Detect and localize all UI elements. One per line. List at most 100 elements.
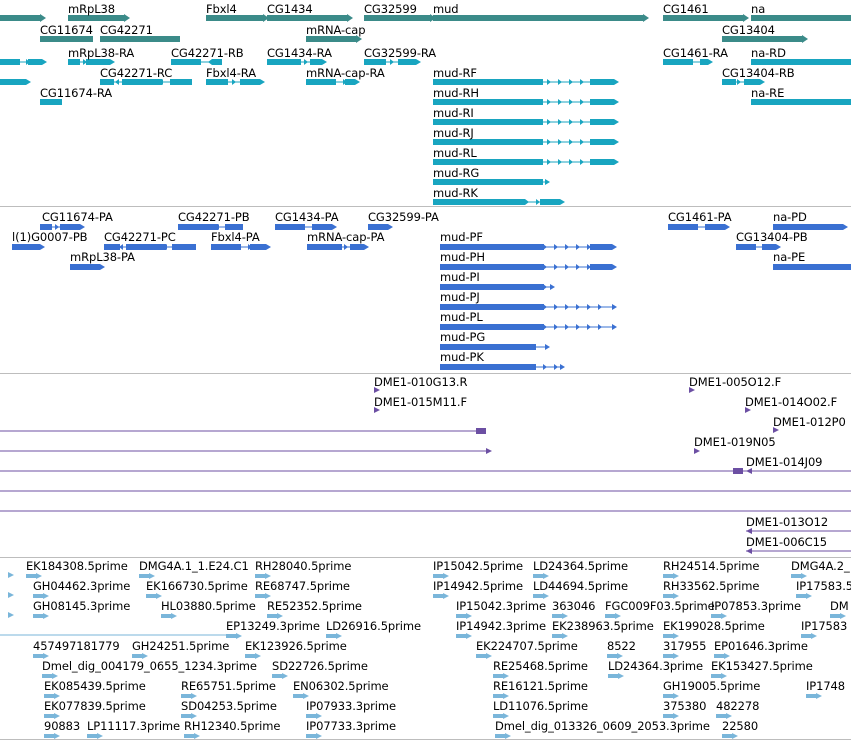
est-label[interactable]: 90883 <box>44 719 81 733</box>
transcript-glyph-mud[interactable] <box>591 119 595 125</box>
transcript-glyph[interactable] <box>206 79 228 85</box>
transcript-glyph[interactable] <box>700 59 704 65</box>
est-label[interactable]: IP17583 <box>801 619 848 633</box>
protein-glyph-mud[interactable] <box>510 264 514 270</box>
gene-glyph[interactable] <box>0 15 40 21</box>
est-glyph[interactable] <box>476 654 486 658</box>
est-glyph[interactable] <box>42 674 52 678</box>
transcript-label-mrpl38-ra[interactable]: mRpL38-RA <box>68 46 135 60</box>
protein-label-mud-pi[interactable]: mud-PI <box>440 270 480 284</box>
transcript-glyph-mud[interactable] <box>545 179 550 185</box>
transcript-glyph[interactable] <box>708 59 713 65</box>
protein-label-mud-pf[interactable]: mud-PF <box>440 230 483 244</box>
protein-glyph-mud[interactable] <box>499 304 503 310</box>
transcript-glyph-mud[interactable] <box>602 139 606 145</box>
transcript-glyph[interactable] <box>115 79 119 85</box>
protein-glyph-mud[interactable] <box>488 364 492 370</box>
transcript-glyph[interactable] <box>755 99 759 105</box>
protein-glyph-mud[interactable] <box>612 304 617 310</box>
transcript-glyph-mud[interactable] <box>547 99 551 105</box>
est-glyph[interactable] <box>495 734 505 738</box>
transcript-glyph-mud[interactable] <box>470 139 474 145</box>
transcript-glyph-mud[interactable] <box>525 99 529 105</box>
est-glyph[interactable] <box>245 654 255 658</box>
transcript-glyph-mud[interactable] <box>525 159 529 165</box>
est-label[interactable]: 482278 <box>716 699 760 713</box>
est-glyph[interactable] <box>722 734 732 738</box>
transcript-glyph[interactable] <box>208 59 212 65</box>
est-label[interactable]: IP07933.3prime <box>306 699 396 713</box>
est-glyph[interactable] <box>8 572 14 578</box>
transcript-glyph[interactable] <box>28 59 42 65</box>
est-glyph[interactable] <box>724 653 730 659</box>
est-label[interactable]: RH24514.5prime <box>663 559 760 573</box>
est-label[interactable]: RE65751.5prime <box>181 679 276 693</box>
gene-label-mud[interactable]: mud <box>433 2 459 16</box>
protein-glyph-mud[interactable] <box>543 304 547 310</box>
protein-glyph-mud[interactable] <box>612 244 617 250</box>
transcript-glyph[interactable] <box>15 59 19 65</box>
est-glyph[interactable] <box>618 673 624 679</box>
transcript-glyph-mud[interactable] <box>448 119 452 125</box>
transcript-glyph-mud[interactable] <box>547 79 551 85</box>
protein-glyph[interactable] <box>740 244 744 250</box>
est-glyph[interactable] <box>236 633 242 639</box>
transcript-glyph[interactable] <box>737 79 741 85</box>
gene-glyph[interactable] <box>743 14 749 22</box>
transcript-glyph-mud[interactable] <box>614 99 619 105</box>
protein-glyph-mud[interactable] <box>532 244 536 250</box>
transcript-glyph-mud[interactable] <box>481 119 485 125</box>
transcript-glyph[interactable] <box>678 59 682 65</box>
protein-glyph[interactable] <box>751 244 755 250</box>
protein-glyph-mud[interactable] <box>466 324 470 330</box>
est-glyph[interactable] <box>149 573 155 579</box>
transcript-glyph[interactable] <box>26 59 30 65</box>
transcript-glyph-mud[interactable] <box>580 119 584 125</box>
transcript-glyph-mud[interactable] <box>448 179 452 185</box>
est-glyph[interactable] <box>503 673 509 679</box>
est-label[interactable]: EP13249.3prime <box>226 619 320 633</box>
protein-glyph-mud[interactable] <box>488 284 492 290</box>
est-glyph[interactable] <box>316 713 322 719</box>
transcript-glyph-mud[interactable] <box>470 119 474 125</box>
protein-glyph[interactable] <box>694 224 698 230</box>
clone-label-dme1-013o12[interactable]: DME1-013O12 <box>746 515 829 529</box>
protein-glyph-mud[interactable] <box>521 304 525 310</box>
transcript-label-cg13404-rb[interactable]: CG13404-RB <box>722 66 795 80</box>
transcript-glyph-mud[interactable] <box>481 139 485 145</box>
transcript-label-mud-rj[interactable]: mud-RJ <box>433 126 474 140</box>
protein-label-cg1434-pa[interactable]: CG1434-PA <box>275 210 339 224</box>
est-glyph[interactable] <box>267 614 277 618</box>
transcript-label-mud-ri[interactable]: mud-RI <box>433 106 474 120</box>
protein-glyph-mud[interactable] <box>477 284 481 290</box>
gene-glyph[interactable] <box>306 36 356 42</box>
est-label[interactable]: RE68747.5prime <box>255 579 350 593</box>
transcript-glyph[interactable] <box>0 59 20 65</box>
protein-glyph[interactable] <box>736 244 756 250</box>
gene-label-cg1434[interactable]: CG1434 <box>267 2 313 16</box>
protein-glyph-mud[interactable] <box>532 304 536 310</box>
est-glyph[interactable] <box>161 614 171 618</box>
transcript-glyph-mud[interactable] <box>547 119 551 125</box>
protein-glyph-mud[interactable] <box>576 304 580 310</box>
transcript-glyph[interactable] <box>181 79 185 85</box>
transcript-label-na-rd[interactable]: na-RD <box>751 46 786 60</box>
protein-glyph-mud[interactable] <box>521 364 525 370</box>
transcript-label-cg1461-ra[interactable]: CG1461-RA <box>663 46 728 60</box>
transcript-glyph[interactable] <box>197 59 201 65</box>
est-glyph[interactable] <box>265 593 271 599</box>
transcript-glyph[interactable] <box>843 99 847 105</box>
est-label[interactable]: DM <box>830 599 849 613</box>
protein-glyph[interactable] <box>301 224 305 230</box>
transcript-glyph[interactable] <box>777 99 781 105</box>
est-label[interactable]: GH19005.5prime <box>663 679 761 693</box>
transcript-glyph-mud[interactable] <box>514 139 518 145</box>
est-label[interactable]: 363046 <box>552 599 596 613</box>
transcript-glyph-mud[interactable] <box>525 199 529 205</box>
protein-glyph-mud[interactable] <box>477 344 481 350</box>
gene-label-cg11674[interactable]: CG11674 <box>40 23 93 37</box>
est-label[interactable]: IP14942.3prime <box>456 619 546 633</box>
est-glyph[interactable] <box>54 733 60 739</box>
transcript-glyph-mud[interactable] <box>514 79 518 85</box>
transcript-glyph-mud[interactable] <box>580 99 584 105</box>
